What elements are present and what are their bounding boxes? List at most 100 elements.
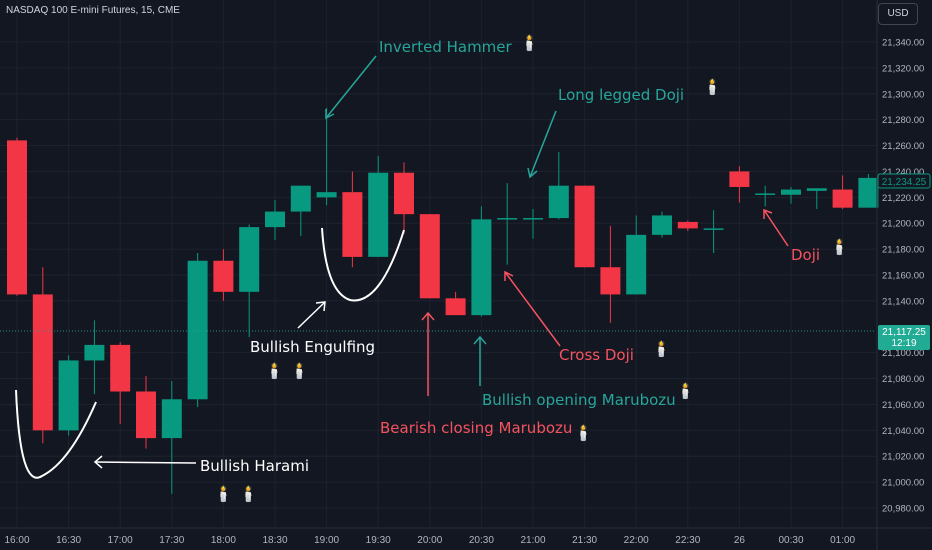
candle-body <box>239 227 260 292</box>
y-tick-label: 21,180.00 <box>882 245 924 256</box>
candle-body <box>419 214 440 299</box>
x-tick-label: 16:30 <box>56 535 81 546</box>
engulfing-arc <box>321 227 405 302</box>
candle-body <box>136 391 156 439</box>
inverted-hammer-arrow-head <box>325 109 335 120</box>
symbol-title: NASDAQ 100 E-mini Futures, 15, CME <box>6 5 180 16</box>
y-tick-label: 21,220.00 <box>882 193 924 204</box>
harami-arrow-line <box>94 461 197 464</box>
y-tick-label: 21,060.00 <box>882 400 924 411</box>
y-tick-label: 21,280.00 <box>882 115 924 126</box>
label-bullish-harami: Bullish Harami <box>200 457 309 475</box>
y-tick-label: 20,980.00 <box>882 504 924 515</box>
candle-body <box>445 298 466 316</box>
label-doji: Doji <box>791 246 821 264</box>
y-tick-label: 21,040.00 <box>882 426 924 437</box>
candle-body <box>548 185 569 219</box>
candle-body <box>342 192 363 257</box>
label-cross-doji: Cross Doji <box>559 346 634 364</box>
doji-arrow-head <box>763 208 773 219</box>
long-legged-doji-arrow-line <box>529 110 557 178</box>
candle-body <box>781 189 801 195</box>
x-tick-label: 17:30 <box>159 535 184 546</box>
candle-icon: 🕯️ <box>703 78 722 96</box>
y-tick-label: 21,300.00 <box>882 89 924 100</box>
candle-body <box>187 260 208 400</box>
last-price-label-bg <box>877 173 931 189</box>
candles <box>7 108 879 494</box>
candle-body <box>316 192 337 198</box>
annotation-overlays <box>15 55 789 479</box>
candle-body <box>600 267 621 295</box>
candle-body <box>290 185 311 212</box>
inverted-hammer-arrow-line <box>325 55 377 119</box>
opening-marubozu-arrow-head <box>473 335 487 345</box>
candle-icon: 🕯️ <box>239 485 258 503</box>
candle-body <box>574 185 595 268</box>
candle-body <box>265 211 285 228</box>
candle-body <box>161 399 182 439</box>
candle-icon: 🕯️ <box>520 34 539 52</box>
currency-button[interactable]: USD <box>878 3 918 25</box>
x-tick-label: 21:30 <box>572 535 597 546</box>
closing-marubozu-arrow-head <box>421 311 435 321</box>
y-tick-label: 21,080.00 <box>882 374 924 385</box>
label-long-legged-doji: Long legged Doji <box>558 86 685 104</box>
candle-icon: 🕯️ <box>830 238 849 256</box>
label-bullish-engulfing: Bullish Engulfing <box>250 338 376 356</box>
x-tick-label: 18:30 <box>262 535 287 546</box>
candle-icon: 🕯️ <box>676 382 695 400</box>
y-tick-label: 21,320.00 <box>882 63 924 74</box>
candle-body <box>471 219 492 316</box>
price-axis[interactable]: 20,980.00 21,000.00 21,020.00 21,040.00 21,0… <box>876 0 924 550</box>
label-inverted-hammer: Inverted Hammer <box>379 38 512 56</box>
candle-icon: 🕯️ <box>290 362 309 380</box>
crosshair-time-label: 12:19 <box>891 338 916 349</box>
x-tick-label: 19:00 <box>314 535 339 546</box>
crosshair-price-label-bg <box>878 325 930 350</box>
label-bearish-closing-marubozu: Bearish closing Marubozu <box>380 419 573 437</box>
candle-body <box>832 189 853 208</box>
harami-arc <box>15 389 97 479</box>
label-bullish-opening-marubozu: Bullish opening Marubozu <box>482 391 676 409</box>
candle-body <box>858 177 879 208</box>
y-tick-label: 21,260.00 <box>882 141 924 152</box>
y-tick-label: 21,140.00 <box>882 296 924 307</box>
x-tick-label: 22:30 <box>675 535 700 546</box>
y-tick-label: 21,020.00 <box>882 452 924 463</box>
y-tick-label: 21,240.00 <box>882 167 924 178</box>
candle-body <box>652 215 672 235</box>
candle-body <box>729 171 750 187</box>
crosshair-price-label: 21,117.25 <box>882 327 926 338</box>
x-tick-label: 00:30 <box>778 535 803 546</box>
x-tick-label: 20:30 <box>469 535 494 546</box>
cross-doji-arrow-line <box>504 271 561 347</box>
x-tick-label: 17:00 <box>108 535 133 546</box>
last-price-label: 21,234.25 <box>882 177 927 188</box>
x-tick-label: 22:00 <box>624 535 649 546</box>
x-tick-label: 01:00 <box>830 535 855 546</box>
candle-body <box>806 188 827 191</box>
candle-body <box>394 172 414 215</box>
x-tick-label: 18:00 <box>211 535 236 546</box>
y-tick-label: 21,200.00 <box>882 219 924 230</box>
time-axis[interactable]: 16:00 16:30 17:00 17:30 18:00 18:30 19:00 19:30… <box>0 527 932 546</box>
candle-body <box>523 218 543 220</box>
engulfing-arrow-line <box>297 301 326 329</box>
y-tick-label: 21,160.00 <box>882 271 924 282</box>
candle-icon: 🕯️ <box>652 340 671 358</box>
candle-body <box>7 140 27 295</box>
candle-body <box>110 344 131 392</box>
candle-body <box>84 344 105 361</box>
candle-body <box>368 172 389 257</box>
y-tick-label: 21,000.00 <box>882 478 924 489</box>
candle-body <box>58 360 79 431</box>
x-tick-label: 21:00 <box>520 535 545 546</box>
candle-body <box>626 234 647 295</box>
cross-doji-arrow-head <box>504 270 514 281</box>
candle-icon: 🕯️ <box>214 485 233 503</box>
long-legged-doji-arrow-head <box>527 167 538 179</box>
candle-body <box>497 218 518 220</box>
x-tick-label: 16:00 <box>4 535 29 546</box>
